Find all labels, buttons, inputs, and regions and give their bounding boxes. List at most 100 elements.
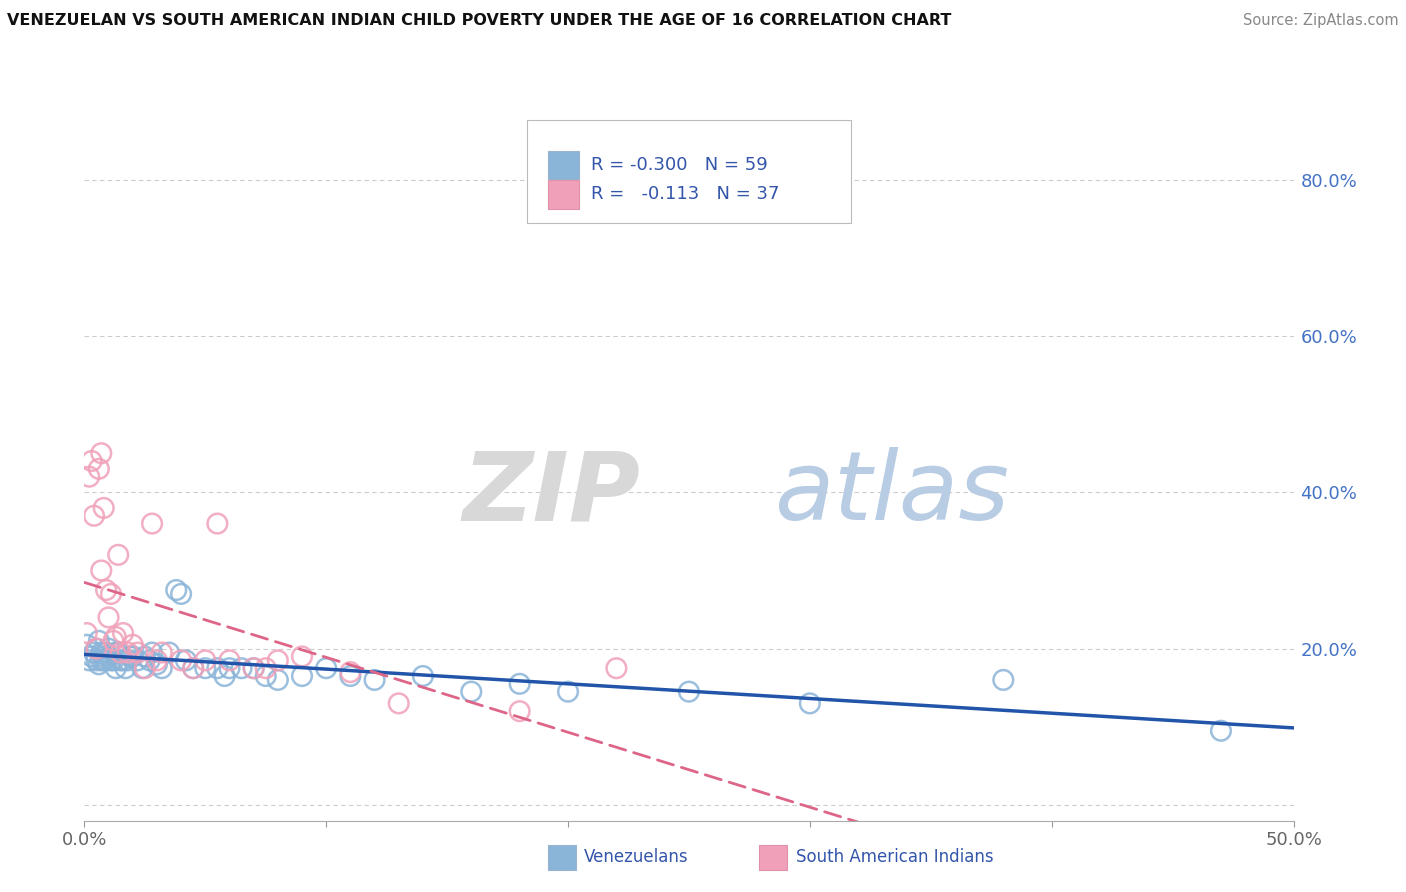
Point — [97, 641, 120, 656]
Point — [112, 626, 135, 640]
Point — [218, 661, 240, 675]
Point — [93, 649, 115, 664]
Point — [207, 516, 229, 531]
Point — [207, 661, 229, 675]
Point — [104, 646, 127, 660]
Point — [138, 653, 160, 667]
Point — [112, 653, 135, 667]
Point — [94, 582, 117, 597]
Point — [110, 653, 132, 667]
Point — [388, 697, 411, 711]
Point — [141, 516, 163, 531]
Point — [121, 638, 143, 652]
Point — [110, 646, 132, 660]
Point — [1209, 723, 1232, 738]
Point — [214, 669, 236, 683]
Point — [339, 665, 361, 679]
Point — [86, 653, 108, 667]
Point — [107, 646, 129, 660]
Point — [76, 638, 98, 652]
Point — [90, 564, 112, 578]
Point — [291, 669, 314, 683]
Point — [86, 641, 108, 656]
Point — [83, 508, 105, 523]
Point — [87, 462, 110, 476]
Text: VENEZUELAN VS SOUTH AMERICAN INDIAN CHILD POVERTY UNDER THE AGE OF 16 CORRELATIO: VENEZUELAN VS SOUTH AMERICAN INDIAN CHIL… — [7, 13, 952, 29]
Point — [134, 661, 156, 675]
Point — [799, 697, 821, 711]
Point — [117, 646, 139, 660]
Point — [104, 630, 127, 644]
Point — [86, 641, 108, 656]
Point — [90, 653, 112, 667]
Point — [181, 661, 204, 675]
Point — [83, 646, 105, 660]
Point — [76, 626, 98, 640]
Point — [120, 649, 142, 664]
Point — [339, 669, 361, 683]
Point — [315, 661, 337, 675]
Point — [231, 661, 253, 675]
Point — [100, 653, 122, 667]
Point — [194, 653, 217, 667]
Point — [103, 653, 125, 667]
Text: Source: ZipAtlas.com: Source: ZipAtlas.com — [1243, 13, 1399, 29]
Point — [181, 661, 204, 675]
Point — [267, 653, 290, 667]
Point — [157, 646, 180, 660]
Point — [254, 669, 277, 683]
Point — [93, 500, 115, 515]
Point — [134, 649, 156, 664]
Point — [242, 661, 264, 675]
Point — [114, 661, 136, 675]
Point — [97, 610, 120, 624]
Text: R = -0.300   N = 59: R = -0.300 N = 59 — [591, 156, 768, 174]
Point — [194, 661, 217, 675]
Text: atlas: atlas — [773, 447, 1008, 541]
Point — [165, 582, 187, 597]
Point — [97, 649, 120, 664]
Point — [121, 649, 143, 664]
Point — [509, 704, 531, 718]
Point — [94, 653, 117, 667]
Text: Venezuelans: Venezuelans — [583, 848, 688, 866]
Point — [141, 646, 163, 660]
Point — [80, 454, 103, 468]
Point — [150, 661, 173, 675]
Point — [77, 653, 100, 667]
Point — [77, 469, 100, 483]
Point — [363, 673, 385, 687]
Text: South American Indians: South American Indians — [796, 848, 994, 866]
Point — [127, 646, 149, 660]
Point — [94, 646, 117, 660]
Point — [117, 653, 139, 667]
Point — [460, 684, 482, 698]
Point — [605, 661, 627, 675]
Point — [87, 657, 110, 672]
Point — [557, 684, 579, 698]
Point — [104, 661, 127, 675]
Point — [267, 673, 290, 687]
Point — [103, 633, 125, 648]
Point — [242, 661, 264, 675]
Point — [174, 653, 197, 667]
Point — [107, 548, 129, 562]
Point — [90, 646, 112, 660]
Point — [509, 677, 531, 691]
Point — [291, 649, 314, 664]
Point — [150, 646, 173, 660]
Point — [146, 657, 169, 672]
Point — [993, 673, 1015, 687]
Text: ZIP: ZIP — [463, 447, 641, 541]
Point — [87, 633, 110, 648]
Point — [254, 661, 277, 675]
Point — [678, 684, 700, 698]
Point — [218, 653, 240, 667]
Point — [93, 653, 115, 667]
Point — [100, 587, 122, 601]
Point — [90, 446, 112, 460]
Point — [412, 669, 434, 683]
Point — [80, 649, 103, 664]
Point — [170, 587, 193, 601]
Text: R =   -0.113   N = 37: R = -0.113 N = 37 — [591, 186, 779, 203]
